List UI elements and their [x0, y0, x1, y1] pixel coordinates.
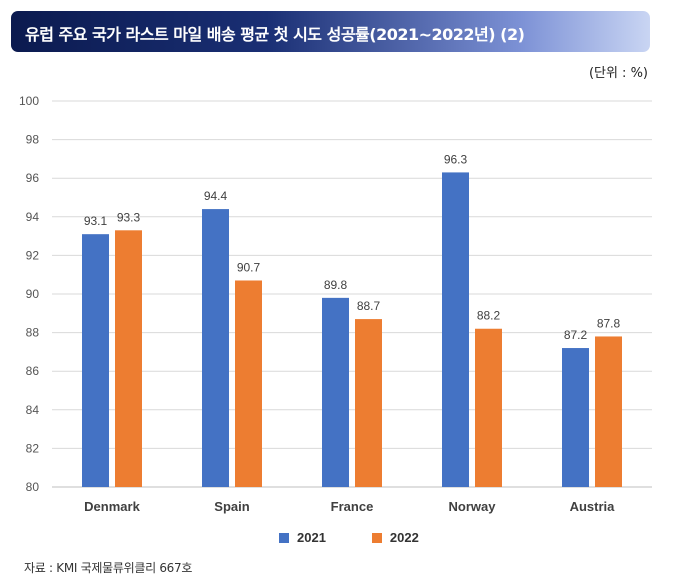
bar-2021-austria: [562, 348, 589, 487]
legend-label-2022: 2022: [389, 530, 419, 545]
legend-item-2022: 2022: [371, 530, 419, 545]
x-tick-label: Denmark: [84, 499, 140, 514]
y-tick-label: 90: [26, 287, 40, 301]
data-label: 87.8: [597, 316, 621, 330]
y-tick-label: 82: [26, 441, 40, 455]
bar-2021-france: [322, 297, 349, 487]
data-label: 96.3: [444, 152, 468, 166]
bar-2021-denmark: [82, 234, 109, 487]
bar-2021-spain: [202, 209, 229, 487]
bar-2021-norway: [442, 172, 469, 487]
y-tick-label: 84: [26, 403, 40, 417]
x-tick-label: France: [331, 499, 374, 514]
bar-2022-denmark: [115, 230, 142, 487]
bar-2022-france: [355, 319, 382, 487]
title-bar: 유럽 주요 국가 라스트 마일 배송 평균 첫 시도 성공률(2021~2022…: [11, 11, 650, 52]
data-label: 89.8: [324, 278, 348, 292]
data-label: 90.7: [237, 260, 261, 274]
source-note: 자료 : KMI 국제물류위클리 667호: [24, 561, 193, 575]
bar-2022-austria: [595, 336, 622, 487]
unit-label: (단위 : %): [588, 66, 648, 81]
legend-item-2021: 2021: [279, 530, 326, 545]
y-tick-label: 98: [26, 133, 40, 147]
bar-chart: 80 82 84 86 88 90 92 94 96 98 100 93.1 93.3 Denmark 94…: [19, 94, 652, 514]
bar-2022-spain: [235, 280, 262, 487]
legend: 2021 2022: [279, 530, 419, 545]
y-tick-label: 94: [26, 210, 40, 224]
y-tick-label: 96: [26, 171, 40, 185]
data-label: 87.2: [564, 328, 588, 342]
y-tick-label: 92: [26, 248, 40, 262]
x-tick-label: Norway: [449, 499, 497, 514]
legend-swatch-2021: [279, 532, 289, 543]
y-tick-label: 86: [26, 364, 40, 378]
y-tick-label: 88: [26, 326, 40, 340]
y-tick-label: 100: [19, 94, 39, 108]
chart-title: 유럽 주요 국가 라스트 마일 배송 평균 첫 시도 성공률(2021~2022…: [25, 25, 525, 44]
legend-label-2021: 2021: [297, 530, 326, 545]
x-tick-label: Austria: [570, 499, 616, 514]
data-label: 93.3: [117, 210, 141, 224]
y-tick-label: 80: [26, 480, 40, 494]
bar-2022-norway: [475, 328, 502, 487]
data-label: 94.4: [204, 189, 228, 203]
x-tick-label: Spain: [214, 499, 249, 514]
legend-swatch-2022: [371, 532, 382, 543]
data-label: 88.7: [357, 299, 381, 313]
data-label: 88.2: [477, 309, 501, 323]
data-label: 93.1: [84, 214, 108, 228]
